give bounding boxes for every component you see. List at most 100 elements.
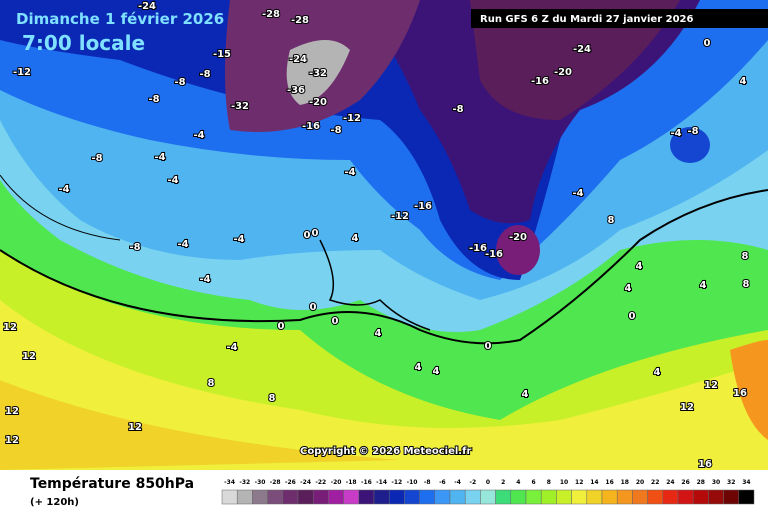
contour-label: 4 bbox=[700, 280, 707, 291]
legend-label: 22 bbox=[651, 479, 659, 486]
legend-swatch bbox=[449, 489, 466, 505]
contour-label: -4 bbox=[193, 130, 204, 141]
contour-label: -32 bbox=[309, 68, 327, 79]
legend-swatch bbox=[312, 489, 329, 505]
contour-label: 4 bbox=[352, 233, 359, 244]
contour-label: 12 bbox=[680, 402, 694, 413]
legend-swatch bbox=[738, 489, 755, 505]
legend-label: -2 bbox=[469, 479, 476, 486]
map-subtitle: 7:00 locale bbox=[22, 31, 145, 55]
legend-label: -4 bbox=[454, 479, 461, 486]
legend-swatch bbox=[632, 489, 648, 505]
contour-label: 12 bbox=[5, 406, 19, 417]
legend-label: 18 bbox=[621, 479, 629, 486]
legend-swatch bbox=[586, 489, 603, 505]
contour-label: 0 bbox=[310, 302, 317, 313]
contour-label: 0 bbox=[629, 311, 636, 322]
legend-swatch bbox=[267, 489, 284, 505]
legend-swatch bbox=[343, 489, 360, 505]
legend-label: 24 bbox=[666, 479, 674, 486]
contour-label: -28 bbox=[291, 15, 309, 26]
legend-label: -8 bbox=[424, 479, 431, 486]
contour-label: -4 bbox=[233, 234, 244, 245]
legend-label: -16 bbox=[361, 479, 372, 486]
footer-subtitle: (+ 120h) bbox=[30, 497, 79, 508]
contour-label: -24 bbox=[138, 1, 156, 12]
legend-swatch bbox=[525, 489, 542, 505]
legend-label: 30 bbox=[712, 479, 720, 486]
contour-label: -16 bbox=[469, 243, 487, 254]
contour-label: -4 bbox=[154, 152, 165, 163]
legend-label: 32 bbox=[727, 479, 735, 486]
legend-label: -6 bbox=[439, 479, 446, 486]
contour-label: 4 bbox=[636, 261, 643, 272]
legend-swatch bbox=[692, 489, 709, 505]
legend-label: -20 bbox=[331, 479, 342, 486]
contour-label: -16 bbox=[485, 249, 503, 260]
legend-label: 12 bbox=[575, 479, 583, 486]
contour-label: 4 bbox=[625, 283, 632, 294]
contour-label: -15 bbox=[213, 49, 231, 60]
map-background bbox=[0, 0, 768, 470]
contour-label: -16 bbox=[531, 76, 549, 87]
legend-label: -24 bbox=[300, 479, 311, 486]
legend-label: 20 bbox=[636, 479, 644, 486]
legend-swatch bbox=[510, 489, 527, 505]
contour-label: 0 bbox=[485, 341, 492, 352]
legend-swatch bbox=[556, 489, 572, 505]
legend-swatch bbox=[419, 489, 436, 505]
contour-label: 4 bbox=[415, 362, 422, 373]
contour-label: -36 bbox=[287, 85, 305, 96]
legend-label: 2 bbox=[501, 479, 505, 486]
contour-label: -16 bbox=[302, 121, 320, 132]
legend-label: -32 bbox=[239, 479, 250, 486]
contour-label: -28 bbox=[262, 9, 280, 20]
contour-label: -16 bbox=[414, 201, 432, 212]
legend-label: 16 bbox=[605, 479, 613, 486]
legend-swatch bbox=[252, 489, 268, 505]
legend-swatch bbox=[297, 489, 314, 505]
legend-label: 0 bbox=[486, 479, 490, 486]
contour-label: 8 bbox=[742, 251, 749, 262]
legend-swatch bbox=[464, 489, 481, 505]
contour-label: 4 bbox=[375, 328, 382, 339]
contour-label: 16 bbox=[733, 388, 747, 399]
legend-swatch bbox=[221, 489, 238, 505]
legend-label: 10 bbox=[560, 479, 568, 486]
legend-swatch bbox=[404, 489, 420, 505]
contour-label: -12 bbox=[391, 211, 409, 222]
contour-label: -4 bbox=[226, 342, 237, 353]
legend-label: -30 bbox=[255, 479, 266, 486]
contour-label: -8 bbox=[148, 94, 159, 105]
contour-label: -12 bbox=[343, 113, 361, 124]
legend-label: 34 bbox=[742, 479, 750, 486]
legend-swatch bbox=[662, 489, 679, 505]
map-labels: -24-28-28-15-12-8-8-8-24-32-36-32 -20-16-… bbox=[2, 0, 750, 471]
contour-label: -4 bbox=[199, 274, 210, 285]
legend-swatch bbox=[328, 489, 344, 505]
run-box bbox=[471, 9, 768, 28]
contour-label: 0 bbox=[312, 228, 319, 239]
legend-swatch bbox=[677, 489, 694, 505]
contour-label: -8 bbox=[174, 77, 185, 88]
contour-label: -4 bbox=[167, 175, 178, 186]
contour-label: 4 bbox=[522, 389, 529, 400]
contour-label: 8 bbox=[608, 215, 615, 226]
contour-label: -4 bbox=[177, 239, 188, 250]
legend-swatch bbox=[282, 489, 299, 505]
contour-label: -20 bbox=[309, 97, 327, 108]
contour-label: 12 bbox=[5, 435, 19, 446]
legend-swatch bbox=[388, 489, 405, 505]
contour-label: -4 bbox=[58, 184, 69, 195]
legend-label: 26 bbox=[681, 479, 689, 486]
legend-label: -28 bbox=[270, 479, 281, 486]
contour-label: -8 bbox=[91, 153, 102, 164]
contour-label: 0 bbox=[304, 230, 311, 241]
contour-label: 4 bbox=[654, 367, 661, 378]
contour-label: 12 bbox=[3, 322, 17, 333]
legend-label: -10 bbox=[407, 479, 418, 486]
legend-label: -14 bbox=[376, 479, 387, 486]
contour-label: -4 bbox=[344, 167, 355, 178]
legend-swatch bbox=[480, 489, 496, 505]
contour-label: 4 bbox=[740, 76, 747, 87]
